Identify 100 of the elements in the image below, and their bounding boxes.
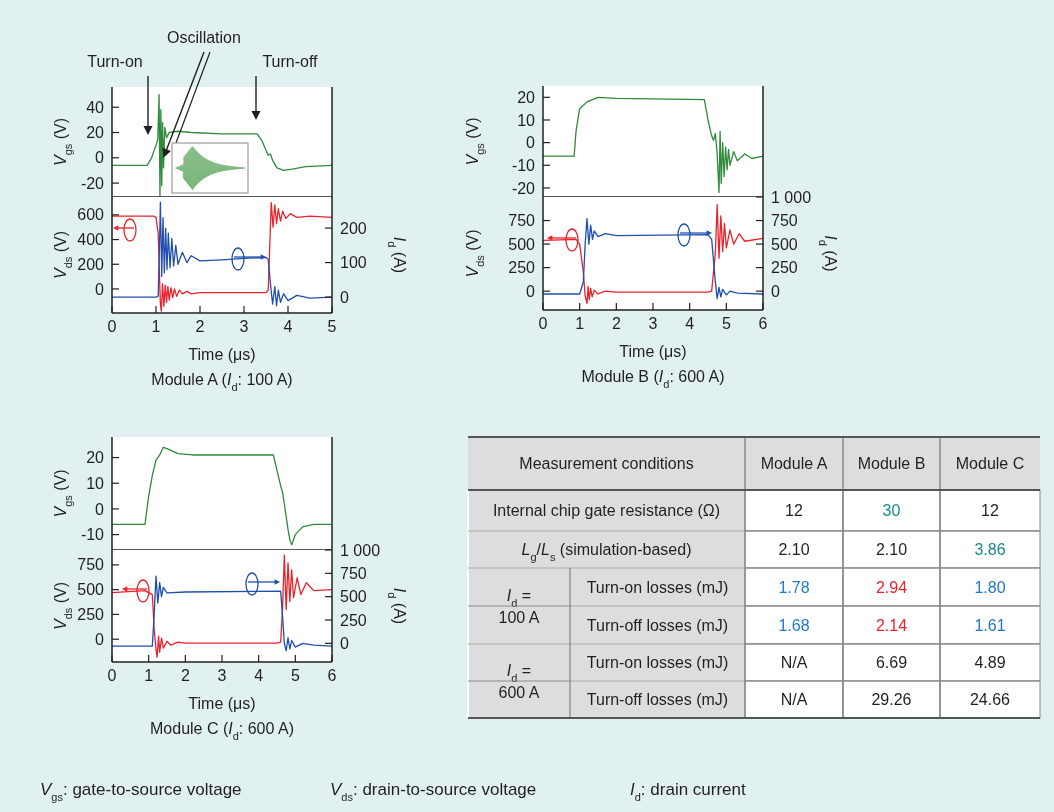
x-tick-label: 1 — [575, 315, 585, 332]
y2-tick-label: 100 — [340, 254, 367, 272]
text: 1.61 — [974, 616, 1006, 634]
y-tick-label: 600 — [77, 206, 105, 224]
category-label: Internal chip gate resistance (Ω) — [492, 502, 721, 520]
y-tick-label: 0 — [95, 500, 105, 518]
category-label: Module C — [955, 455, 1025, 473]
text: Module B (I$_{d}$: 600 A) — [581, 368, 725, 390]
category-label: L$_{g}$/L$_{s}$ (simulation-based) — [521, 541, 692, 564]
line-series — [111, 575, 333, 652]
x-tick-label: 5 — [290, 667, 300, 684]
category-label: Turn-off losses (mJ) — [586, 691, 729, 709]
text: 12 — [785, 502, 803, 520]
text: Turn-off — [262, 53, 319, 70]
text: 30 — [882, 502, 901, 520]
y2-tick-label: 200 — [340, 219, 367, 237]
text: 24.66 — [969, 691, 1011, 709]
y2-tick-label: 0 — [340, 288, 349, 306]
y-tick-label: 200 — [77, 255, 105, 273]
text: Turn-on — [87, 53, 143, 70]
category-label: Turn-on losses (mJ) — [586, 578, 729, 596]
line-series — [542, 203, 764, 305]
y-tick-label: 0 — [95, 630, 105, 648]
y-tick-label: -20 — [80, 174, 105, 192]
x-tick-label: 4 — [254, 667, 264, 684]
text: 12 — [981, 502, 999, 520]
y-tick-label: 500 — [508, 235, 536, 253]
y2-tick-label: 1 000 — [771, 188, 812, 206]
text: I$_{d}$: drain current — [630, 779, 747, 803]
x-tick-label: 6 — [758, 315, 768, 332]
y-tick-label: 20 — [517, 88, 536, 106]
text: 1.78 — [778, 578, 810, 596]
y-tick-label: 10 — [517, 111, 536, 129]
category-label: Turn-on losses (mJ) — [586, 654, 729, 672]
category-label: Turn-off losses (mJ) — [586, 616, 729, 634]
text: N/A — [780, 654, 808, 672]
x-tick-label: 4 — [283, 318, 293, 335]
y-tick-label: 0 — [526, 282, 536, 300]
line-series — [542, 218, 764, 300]
x-tick-label: 3 — [217, 667, 227, 684]
x-tick-label: 4 — [685, 315, 695, 332]
x-tick-label: 2 — [195, 318, 205, 335]
text: 3.86 — [974, 541, 1006, 559]
y-tick-label: -20 — [511, 179, 536, 197]
text: 4.89 — [974, 654, 1006, 672]
y2-tick-label: 250 — [771, 259, 798, 277]
text: 2.10 — [778, 541, 810, 559]
x-tick-label: 1 — [151, 318, 161, 335]
text: 1.68 — [778, 616, 810, 634]
x-tick-label: 0 — [107, 318, 117, 335]
x-tick-label: 0 — [107, 667, 117, 684]
y2-tick-label: 750 — [340, 564, 367, 582]
x-tick-label: 6 — [327, 667, 337, 684]
text: 2.14 — [875, 616, 908, 634]
y-tick-label: -10 — [80, 526, 105, 544]
y-tick-label: 400 — [77, 231, 105, 249]
text: Module C (I$_{d}$: 600 A) — [150, 720, 294, 742]
y-tick-label: 10 — [86, 474, 105, 492]
text: V$_{ds}$: drain-to-source voltage — [330, 779, 537, 803]
x-axis-title: Time (μs) — [188, 695, 256, 712]
y2-tick-label: 500 — [340, 588, 367, 606]
category-label: Measurement conditions — [519, 455, 694, 473]
line-series — [111, 554, 333, 658]
x-tick-label: 1 — [144, 667, 154, 684]
category-label: Module A — [760, 455, 828, 473]
text: 2.94 — [875, 578, 908, 596]
y-tick-label: 20 — [86, 449, 105, 467]
y-tick-label: 250 — [77, 606, 105, 624]
text: 2.10 — [875, 541, 908, 559]
line-series — [542, 96, 764, 194]
y-tick-label: -10 — [511, 156, 536, 174]
text: V$_{gs}$: gate-to-source voltage — [40, 779, 242, 803]
text: 1.80 — [974, 578, 1006, 596]
x-tick-label: 2 — [611, 315, 621, 332]
y2-tick-label: 750 — [771, 212, 798, 230]
y-tick-label: 0 — [95, 280, 105, 298]
x-axis-title: Time (μs) — [619, 343, 687, 360]
y-tick-label: 750 — [77, 556, 105, 574]
x-tick-label: 3 — [239, 318, 249, 335]
category-label: Module B — [857, 455, 926, 473]
y2-tick-label: 500 — [771, 235, 798, 253]
annotation: Oscillation — [167, 29, 241, 46]
y-tick-label: 250 — [508, 259, 536, 277]
category-label: I$_{d}$ = 100 A — [498, 586, 540, 626]
y2-tick-label: 0 — [771, 282, 780, 300]
x-tick-label: 0 — [538, 315, 548, 332]
text: 29.26 — [871, 691, 912, 709]
text: Module A (I$_{d}$: 100 A) — [151, 371, 293, 393]
x-axis-title: Time (μs) — [188, 346, 256, 363]
line-series — [111, 446, 333, 546]
y-tick-label: 750 — [508, 212, 536, 230]
y-tick-label: 20 — [86, 124, 105, 142]
y2-tick-label: 250 — [340, 611, 367, 629]
text: N/A — [780, 691, 808, 709]
x-tick-label: 5 — [721, 315, 731, 332]
text: 6.69 — [875, 654, 908, 672]
y-tick-label: 40 — [86, 98, 105, 116]
x-tick-label: 5 — [327, 318, 337, 335]
y2-tick-label: 0 — [340, 634, 349, 652]
x-tick-label: 3 — [648, 315, 658, 332]
